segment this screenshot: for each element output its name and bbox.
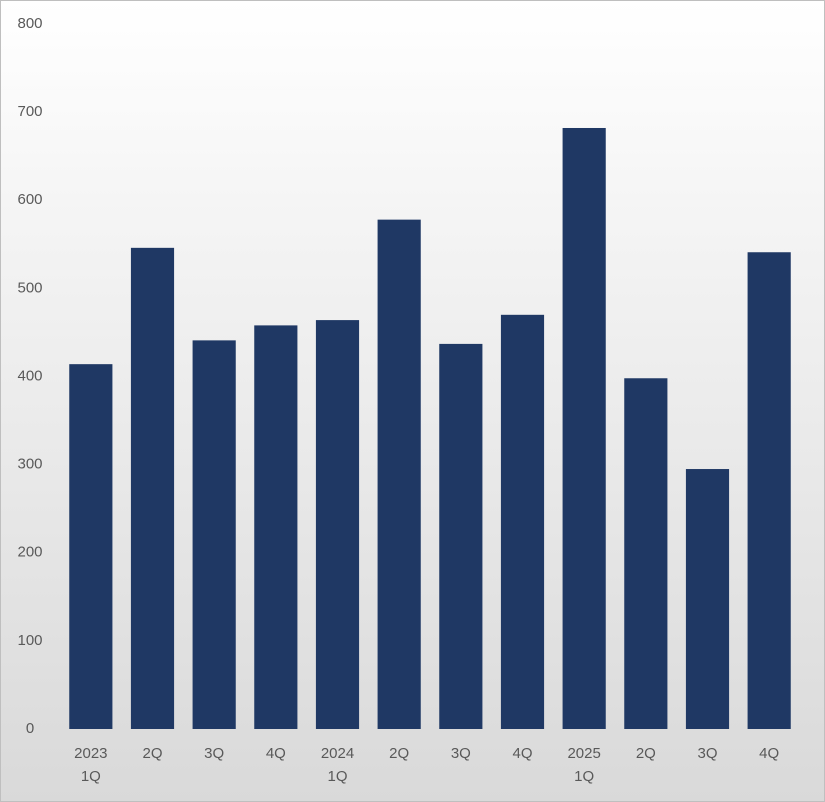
x-tick-label: 2Q (142, 745, 162, 762)
bar (439, 343, 483, 729)
y-tick-label: 300 (17, 456, 42, 473)
y-tick-label: 100 (17, 632, 42, 649)
bar (254, 325, 298, 729)
bar (624, 378, 668, 729)
x-tick-label: 3Q (697, 745, 717, 762)
bar (747, 252, 791, 729)
x-group-label: 2023 (74, 745, 107, 762)
x-tick-label: 1Q (574, 768, 594, 785)
bar (69, 364, 113, 729)
y-tick-label: 400 (17, 367, 42, 384)
bar (377, 219, 421, 729)
bar (500, 314, 545, 729)
x-tick-label: 3Q (451, 745, 471, 762)
x-tick-label: 1Q (81, 768, 101, 785)
x-tick-label: 1Q (327, 768, 347, 785)
x-tick-label: 4Q (266, 745, 286, 762)
bar (685, 469, 730, 729)
bar (130, 247, 175, 729)
y-tick-label: 0 (26, 720, 34, 737)
x-tick-label: 4Q (759, 745, 779, 762)
x-group-label: 2025 (567, 745, 600, 762)
y-tick-label: 200 (17, 544, 42, 561)
y-tick-label: 800 (17, 15, 42, 32)
x-tick-label: 2Q (389, 745, 409, 762)
bar (562, 127, 606, 730)
x-group-label: 2024 (321, 745, 354, 762)
y-tick-label: 600 (17, 191, 42, 208)
x-tick-label: 4Q (512, 745, 532, 762)
bar (192, 340, 236, 729)
y-tick-label: 700 (17, 103, 42, 120)
x-tick-label: 2Q (636, 745, 656, 762)
bar (315, 320, 360, 729)
x-tick-label: 3Q (204, 745, 224, 762)
y-tick-label: 500 (17, 279, 42, 296)
